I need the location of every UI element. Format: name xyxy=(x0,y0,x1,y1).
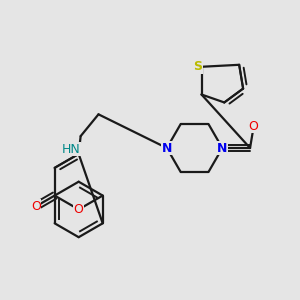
Text: N: N xyxy=(162,142,172,154)
Text: O: O xyxy=(74,203,84,216)
Text: N: N xyxy=(217,142,227,154)
Text: S: S xyxy=(193,60,202,73)
Text: O: O xyxy=(248,120,258,133)
Text: O: O xyxy=(31,200,41,213)
Text: HN: HN xyxy=(61,142,80,155)
